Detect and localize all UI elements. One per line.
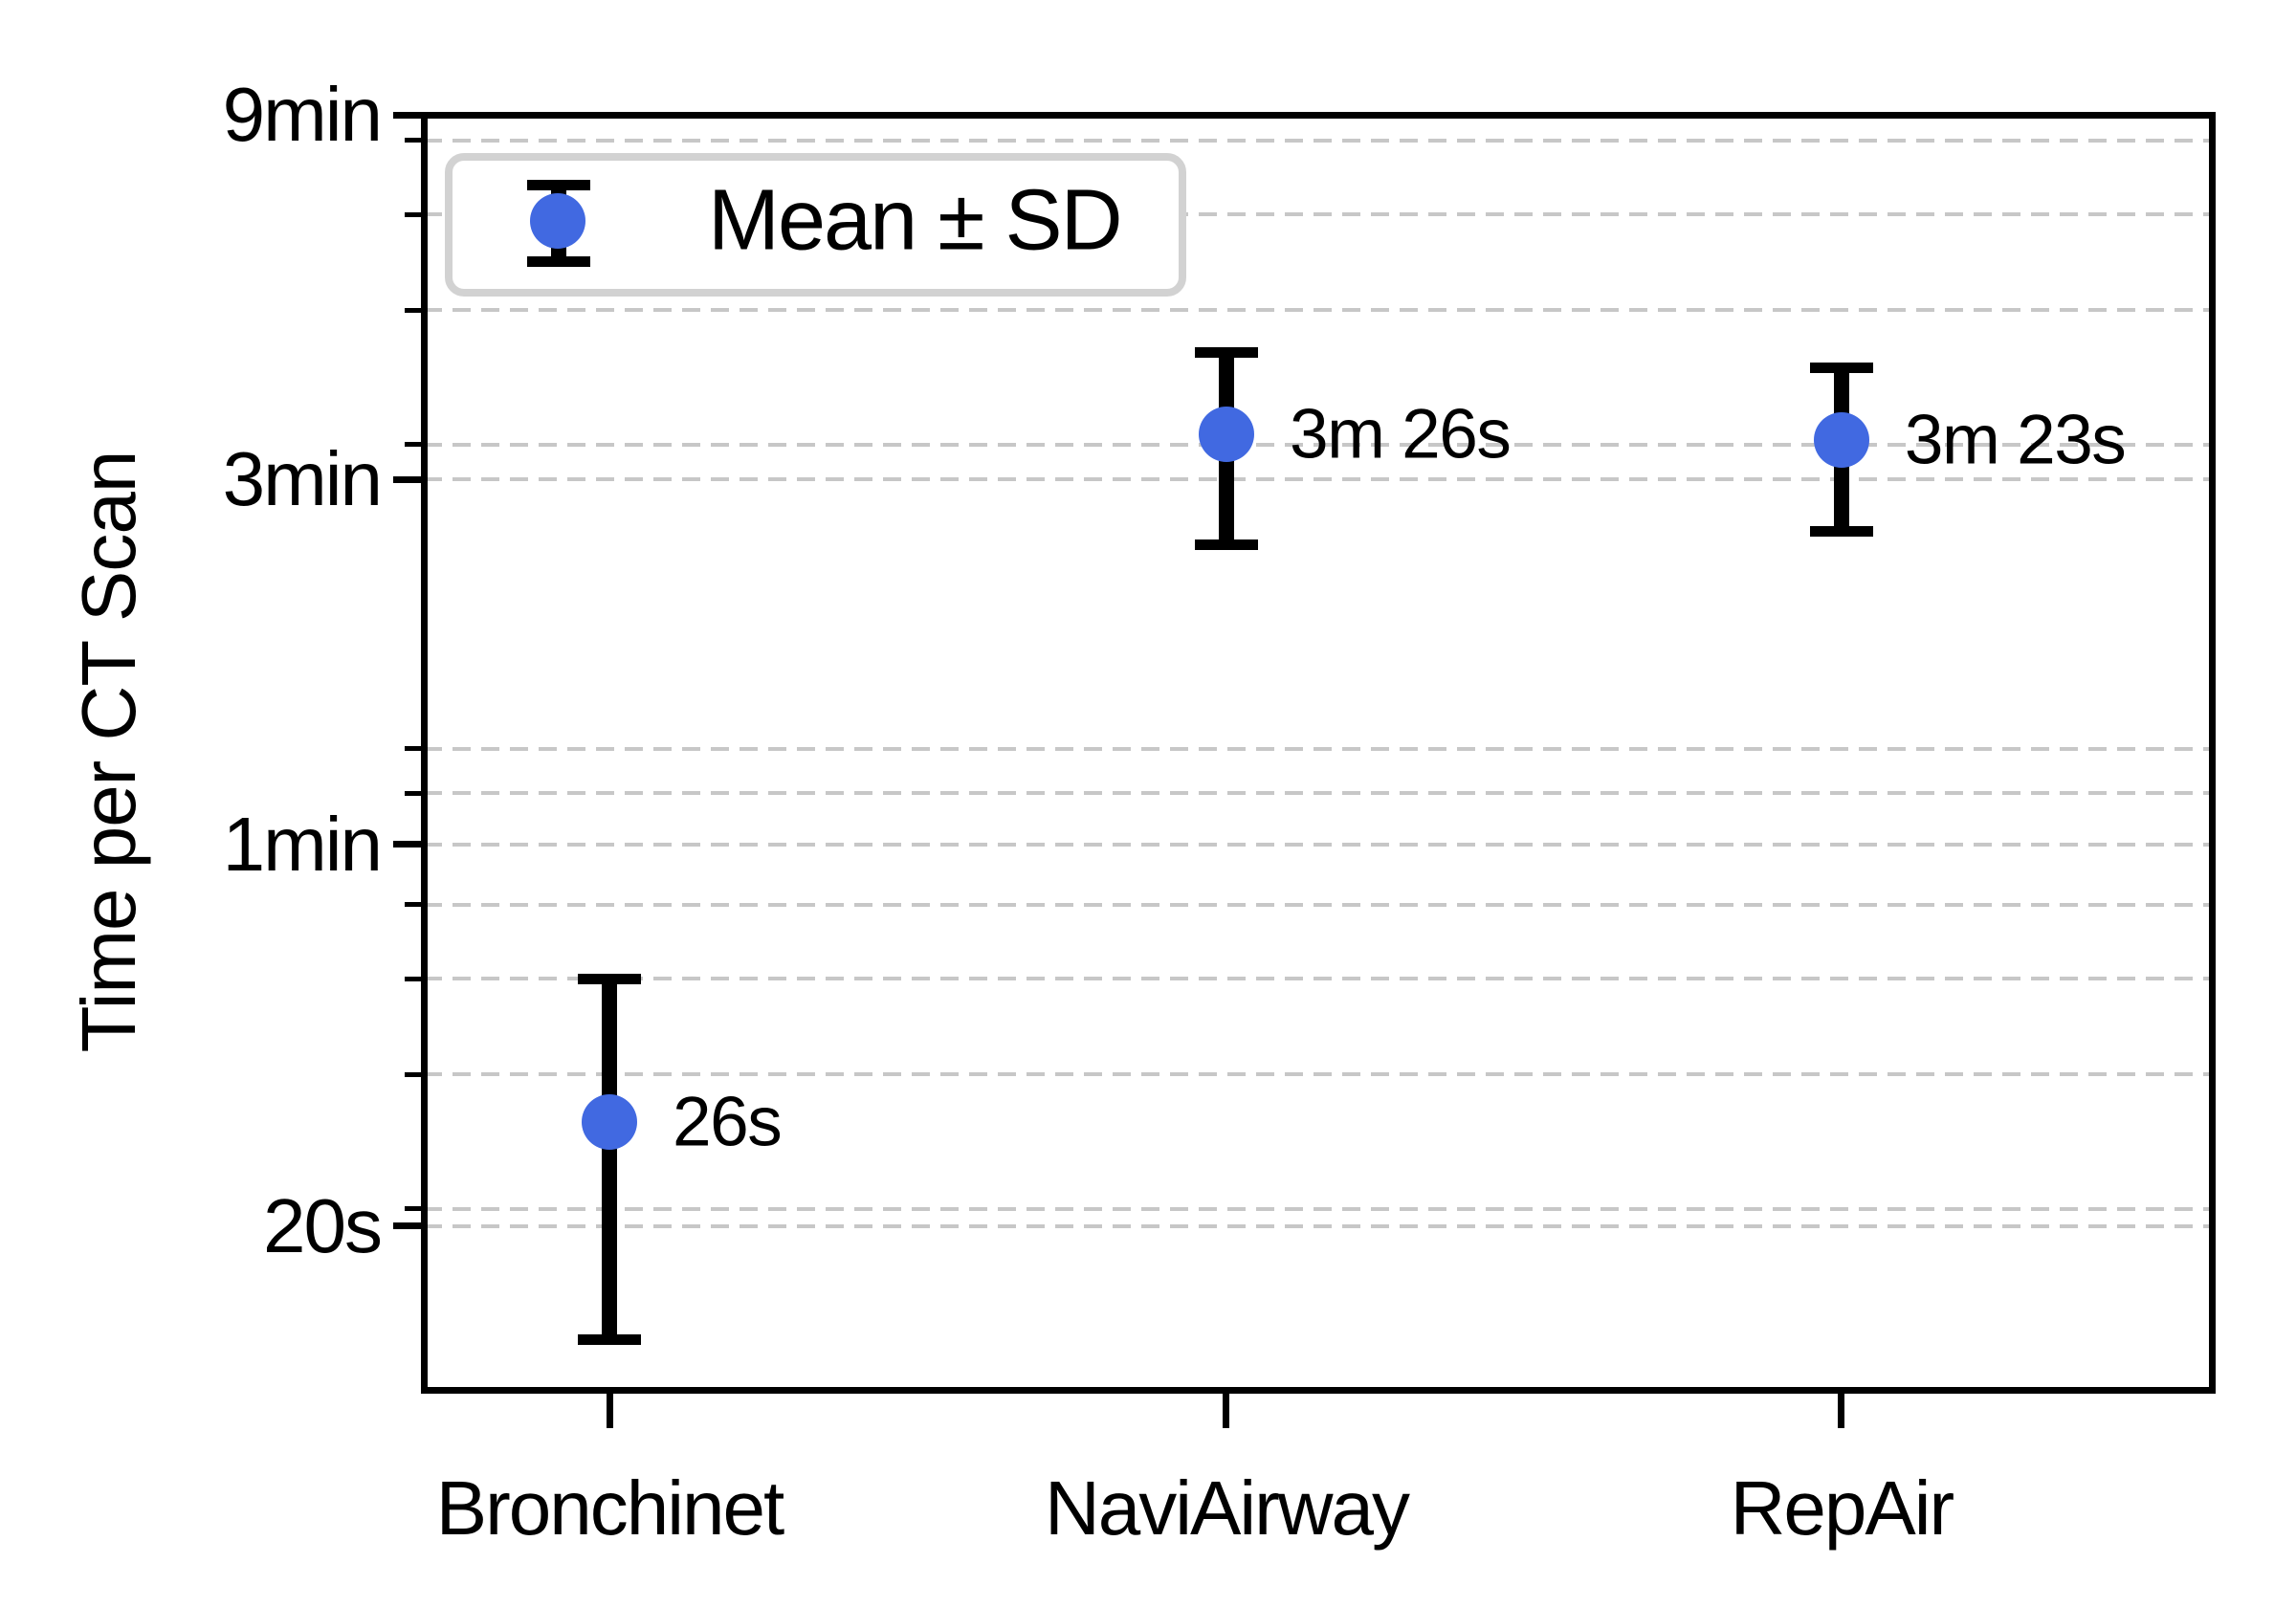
y-major-tick (393, 475, 424, 483)
y-minor-tick (405, 211, 424, 217)
y-axis-title: Time per CT Scan (66, 451, 151, 1053)
mean-marker (1198, 407, 1254, 463)
legend-errorbar-cap-bottom-icon (527, 256, 590, 267)
data-point-label: 26s (673, 1083, 783, 1161)
errorbar-line (602, 979, 617, 1340)
gridline (424, 477, 2212, 482)
y-minor-tick (405, 976, 424, 981)
gridline (424, 842, 2212, 847)
y-minor-tick (405, 1071, 424, 1077)
y-minor-tick (405, 790, 424, 796)
errorbar-cap-top (578, 973, 641, 984)
y-tick-label: 20s (263, 1182, 383, 1268)
x-tick (606, 1394, 613, 1428)
data-point-label: 3m 23s (1904, 401, 2127, 479)
y-minor-tick (405, 442, 424, 448)
legend-mean-marker-icon (530, 193, 585, 249)
gridline (424, 1223, 2212, 1228)
x-tick (1838, 1394, 1845, 1428)
errorbar-cap-top (1809, 363, 1873, 374)
mean-marker (582, 1093, 637, 1150)
gridline (424, 977, 2212, 981)
gridline (424, 1206, 2212, 1211)
errorbar-cap-bottom (578, 1333, 641, 1345)
y-minor-tick (405, 746, 424, 752)
x-tick (1223, 1394, 1230, 1428)
x-tick-label: NaviAirway (1044, 1465, 1410, 1551)
y-tick-label: 3min (222, 436, 383, 522)
y-tick-label: 1min (222, 801, 383, 887)
gridline (424, 138, 2212, 143)
errorbar-cap-bottom (1809, 525, 1873, 537)
y-major-tick (393, 841, 424, 848)
y-major-tick (393, 111, 424, 119)
errorbar-cap-bottom (1194, 539, 1258, 550)
gridline (424, 746, 2212, 751)
top-spine (421, 112, 2216, 119)
left-spine (421, 112, 428, 1394)
y-minor-tick (405, 138, 424, 143)
gridline (424, 902, 2212, 907)
y-minor-tick (405, 1206, 424, 1212)
y-major-tick (393, 1222, 424, 1230)
right-spine (2209, 112, 2216, 1394)
gridline (424, 212, 2212, 217)
gridline (424, 308, 2212, 312)
gridline (424, 1072, 2212, 1077)
gridline (424, 791, 2212, 796)
gridline (424, 442, 2212, 447)
x-tick-label: Bronchinet (435, 1465, 784, 1551)
data-point-label: 3m 26s (1289, 395, 1512, 473)
y-tick-label: 9min (222, 72, 383, 157)
errorbar-cap-top (1194, 346, 1258, 358)
legend-errorbar-cap-top-icon (527, 180, 590, 190)
legend-label: Mean ± SD (708, 172, 1123, 269)
mean-marker (1813, 411, 1869, 468)
bottom-spine (421, 1387, 2216, 1394)
y-minor-tick (405, 307, 424, 313)
legend: Mean ± SD (445, 153, 1186, 297)
y-minor-tick (405, 902, 424, 908)
x-tick-label: RepAir (1730, 1465, 1955, 1551)
